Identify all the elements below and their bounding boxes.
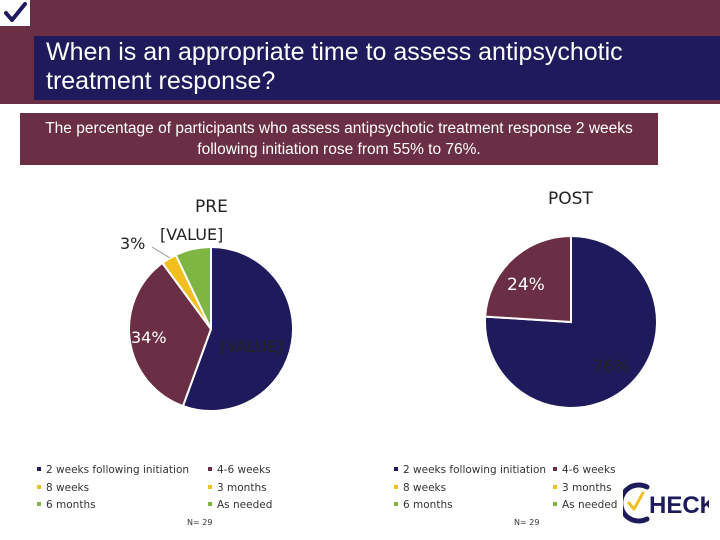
- legend-item-post-4-6-weeks: 4-6 weeks: [553, 464, 616, 476]
- legend-swatch: [553, 485, 557, 489]
- legend-swatch: [553, 502, 557, 506]
- legend-item-pre-4-6-weeks: 4-6 weeks: [208, 464, 271, 476]
- legend-swatch: [394, 502, 398, 506]
- legend-swatch: [208, 467, 212, 471]
- legend-swatch: [208, 502, 212, 506]
- legend-item-post-3-months: 3 months: [553, 482, 612, 494]
- checkmark-icon: [0, 0, 30, 26]
- legend-swatch: [394, 467, 398, 471]
- legend-item-post-as-needed: As needed: [553, 499, 617, 511]
- pie-chart-pre: [128, 245, 295, 412]
- data-label-pre-2-weeks: [VALUE]: [220, 337, 284, 356]
- pie-slice-pre-4-6-weeks: [128, 261, 213, 408]
- legend-item-post-6-months: 6 months: [394, 499, 453, 511]
- legend-label: 6 months: [403, 499, 453, 511]
- legend-item-pre-6-months: 6 months: [37, 499, 96, 511]
- chart-title-pre: PRE: [195, 197, 228, 217]
- pie-slice-pre-as-needed: [174, 245, 212, 330]
- chart-title-post: POST: [548, 189, 593, 209]
- title-bar: When is an appropriate time to assess an…: [0, 0, 720, 104]
- leader-line: [151, 246, 171, 259]
- legend-swatch: [37, 485, 41, 489]
- legend-label: 8 weeks: [46, 482, 90, 494]
- subtitle-text: The percentage of participants who asses…: [45, 120, 633, 158]
- check-logo-icon: HECK: [618, 481, 718, 525]
- logo-text: HECK: [649, 492, 709, 519]
- legend-label: 2 weeks following initiation: [46, 464, 190, 476]
- legend-swatch: [553, 467, 557, 471]
- data-label-pre-3-months: 3%: [120, 234, 146, 253]
- legend-label: 3 months: [217, 482, 267, 494]
- sample-size-pre: N= 29: [187, 518, 213, 527]
- legend-swatch: [37, 502, 41, 506]
- legend-label: 3 months: [562, 482, 612, 494]
- data-label-post-4-6-weeks: 24%: [507, 275, 545, 295]
- legend-label: 4-6 weeks: [562, 464, 616, 476]
- legend-item-post-8-weeks: 8 weeks: [394, 482, 446, 494]
- legend-swatch: [394, 485, 398, 489]
- legend-item-post-2-weeks: 2 weeks following initiation: [394, 464, 546, 476]
- legend-label: 6 months: [46, 499, 96, 511]
- data-label-post-2-weeks: 76%: [592, 357, 630, 377]
- legend-swatch: [37, 467, 41, 471]
- legend-item-pre-2-weeks: 2 weeks following initiation: [37, 464, 189, 476]
- legend-label: 8 weeks: [403, 482, 447, 494]
- pie-slice-pre-2-weeks: [181, 245, 295, 412]
- legend-label: As needed: [217, 499, 273, 511]
- legend-swatch: [208, 485, 212, 489]
- legend-item-pre-3-months: 3 months: [208, 482, 267, 494]
- legend-label: 2 weeks following initiation: [403, 464, 547, 476]
- legend-item-pre-as-needed: As needed: [208, 499, 272, 511]
- legend-label: As needed: [562, 499, 618, 511]
- pie-slice-post-4-6-weeks: [484, 234, 572, 324]
- pie-chart-post: [484, 234, 658, 409]
- legend-label: 4-6 weeks: [217, 464, 271, 476]
- legend-item-pre-8-weeks: 8 weeks: [37, 482, 89, 494]
- title-panel: When is an appropriate time to assess an…: [34, 36, 720, 100]
- subtitle-banner: The percentage of participants who asses…: [20, 113, 658, 165]
- slide-title: When is an appropriate time to assess an…: [46, 38, 623, 95]
- sample-size-post: N= 29: [514, 518, 540, 527]
- data-label-pre-4-6-weeks: 34%: [131, 328, 167, 347]
- data-label-pre-as-needed: [VALUE]: [160, 225, 224, 244]
